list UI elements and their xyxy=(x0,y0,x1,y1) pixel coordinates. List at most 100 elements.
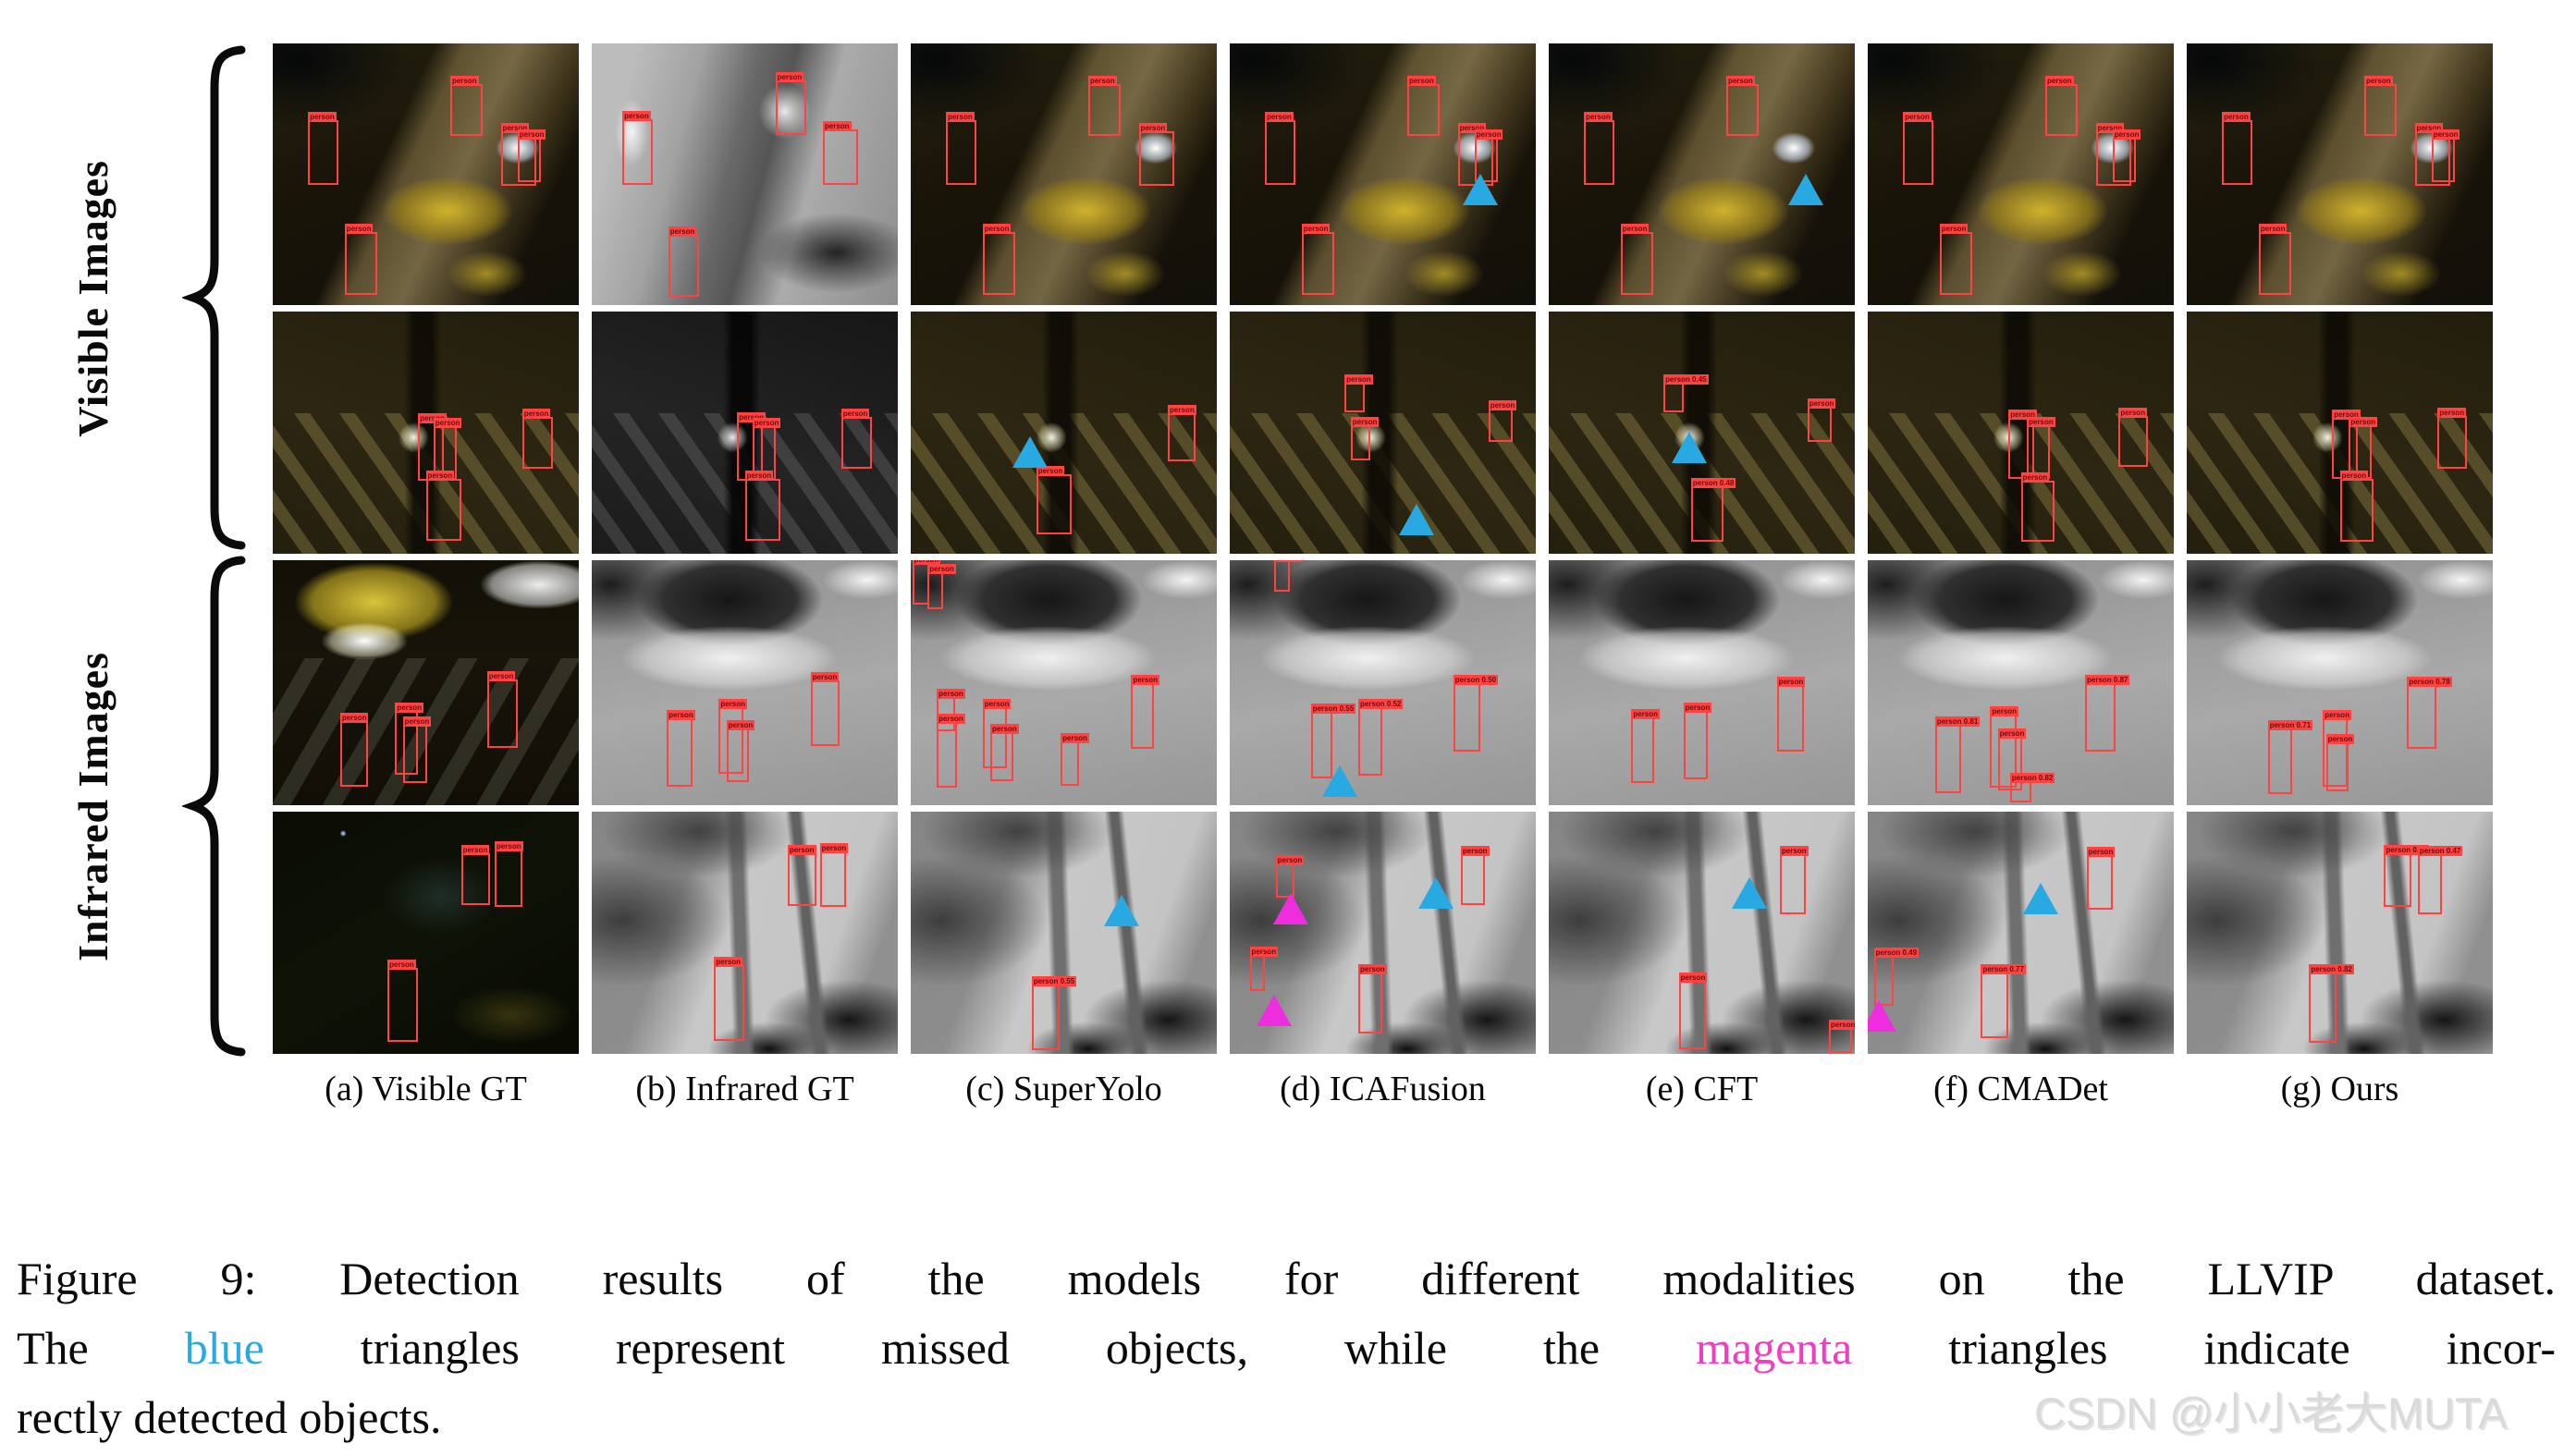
detection-bbox: person xyxy=(1168,405,1196,462)
bbox-class-label: person xyxy=(2437,407,2467,418)
bbox-class-label: person 0.49 xyxy=(1873,947,1920,958)
panel-r2a: person person person person xyxy=(273,312,579,554)
bbox-class-label: person xyxy=(1779,845,1809,856)
bbox-class-label: person 0.85 xyxy=(1828,1020,1855,1031)
detection-bbox: person xyxy=(1631,708,1661,784)
detection-bbox: person xyxy=(425,470,461,541)
bbox-class-label: person xyxy=(622,111,651,122)
bbox-class-label: person xyxy=(402,716,432,727)
detection-bbox: person 0.50 xyxy=(1453,674,1499,752)
detection-bbox: person xyxy=(1265,112,1296,185)
bbox-class-label: person xyxy=(1138,122,1168,133)
detection-bbox: person 0.55 xyxy=(1310,704,1356,778)
bbox-class-label: person xyxy=(775,71,804,82)
incorrect-detection-triangle-icon xyxy=(1273,892,1309,924)
panel-r2g: person person person person xyxy=(2187,312,2493,554)
caption-text: triangles represent missed objects, whil… xyxy=(264,1322,1696,1374)
bbox-class-label: person xyxy=(1460,845,1490,856)
column-label-e: (e) CFT xyxy=(1645,1070,1759,1108)
row-group-label-infrared: Infrared Images xyxy=(48,564,137,1049)
missed-object-triangle-icon xyxy=(1418,876,1454,909)
detection-bbox: person xyxy=(1678,973,1708,1049)
bbox-class-label: person xyxy=(937,689,965,700)
bbox-class-label: person xyxy=(1406,75,1436,86)
bbox-class-label: person xyxy=(946,112,975,123)
panel-r4e: person person person 0.85 xyxy=(1549,812,1855,1054)
detection-bbox: person xyxy=(714,957,745,1041)
bbox-class-label: person xyxy=(2118,407,2148,418)
bbox-class-label: person xyxy=(339,712,369,723)
detection-bbox: person xyxy=(308,112,339,185)
bbox-class-label: person xyxy=(1036,465,1065,476)
detection-bbox: person xyxy=(822,121,858,185)
bbox-class-label: person 0.71 xyxy=(2267,719,2313,730)
bbox-class-label: person xyxy=(1301,223,1331,234)
detection-bbox: person xyxy=(2118,407,2148,467)
bbox-class-label: person xyxy=(2044,75,2074,86)
bbox-class-label: person xyxy=(1087,75,1117,86)
missed-object-triangle-icon xyxy=(1398,504,1434,536)
caption-text: The xyxy=(17,1322,185,1374)
detection-bbox: person xyxy=(2431,128,2460,182)
detection-bbox: person xyxy=(460,844,490,905)
bbox-class-label: person xyxy=(1631,708,1661,719)
detection-bbox: person 0.82 xyxy=(2309,964,2354,1044)
detection-bbox: person xyxy=(2363,75,2397,137)
missed-object-triangle-icon xyxy=(1104,895,1140,927)
bbox-class-label: person 0.55 xyxy=(1031,976,1077,987)
missed-object-triangle-icon xyxy=(1731,876,1767,909)
bbox-class-label: person xyxy=(2027,417,2055,428)
bbox-class-label: person xyxy=(308,112,337,123)
bbox-class-label: person xyxy=(2431,128,2460,140)
panel-r1b: person person person person xyxy=(592,43,898,305)
bbox-class-label: person xyxy=(500,122,530,133)
detection-bbox: person xyxy=(2323,709,2351,788)
detection-bbox: person 0.77 xyxy=(1981,964,2026,1038)
column-label-a: (a) Visible GT xyxy=(325,1070,527,1108)
bbox-class-label: person xyxy=(1939,223,1969,234)
detection-bbox: person xyxy=(912,560,941,605)
bbox-class-label: person xyxy=(937,713,965,724)
bbox-class-label: person xyxy=(927,564,956,575)
bbox-class-label: person xyxy=(395,702,424,713)
detection-bbox: person xyxy=(1358,964,1387,1034)
panel-r1d: person person person person person xyxy=(1230,43,1536,305)
detection-bbox: person xyxy=(1683,702,1712,780)
bbox-class-label: person xyxy=(718,699,748,709)
bbox-class-label: person xyxy=(2222,112,2251,123)
caption-text: Figure 9: Detection results of the model… xyxy=(17,1253,2556,1304)
column-label-b: (b) Infrared GT xyxy=(635,1070,854,1108)
bbox-class-label: person xyxy=(668,226,697,237)
detection-bbox: person xyxy=(718,699,748,774)
caption-colored-word: magenta xyxy=(1695,1322,1853,1374)
panel-r4d: person person person person xyxy=(1230,812,1536,1054)
panel-r3f: person 0.81 person person person 0.87 person… xyxy=(1868,560,2174,805)
panel-r1a: person person person person person xyxy=(273,43,579,305)
bbox-class-label: person xyxy=(2414,122,2444,133)
detection-bbox: person 0.78 xyxy=(2407,677,2452,750)
bbox-class-label: person xyxy=(1776,677,1806,688)
panel-r2b: person person person person xyxy=(592,312,898,554)
bbox-class-label: person xyxy=(2349,417,2378,428)
bbox-class-label: person xyxy=(418,413,447,424)
bbox-class-label: person xyxy=(1350,417,1380,428)
detection-bbox: person 0.55 xyxy=(1031,976,1077,1051)
detection-bbox: person xyxy=(775,71,806,136)
detection-bbox: person xyxy=(1620,223,1653,295)
bbox-class-label: person xyxy=(2020,472,2050,483)
bbox-class-label: person xyxy=(1990,705,2019,716)
bbox-class-label: person xyxy=(667,709,695,720)
bbox-class-label: person xyxy=(2325,734,2355,745)
missed-object-triangle-icon xyxy=(1463,174,1499,206)
bbox-class-label: person 0.81 xyxy=(1934,716,1981,727)
bbox-class-label: person xyxy=(714,957,743,968)
bbox-class-label: person 0.82 xyxy=(2309,964,2354,975)
column-label-g: (g) Ours xyxy=(2280,1070,2399,1108)
panel-r1e: person person person xyxy=(1549,43,1855,305)
bbox-class-label: person 0.77 xyxy=(1981,964,2026,975)
panel-r2f: person person person person xyxy=(1868,312,2174,554)
bbox-class-label: person xyxy=(810,671,840,682)
bbox-class-label: person xyxy=(737,411,766,422)
row-group-label-visible: Visible Images xyxy=(48,55,137,541)
bbox-class-label: person xyxy=(521,408,551,419)
